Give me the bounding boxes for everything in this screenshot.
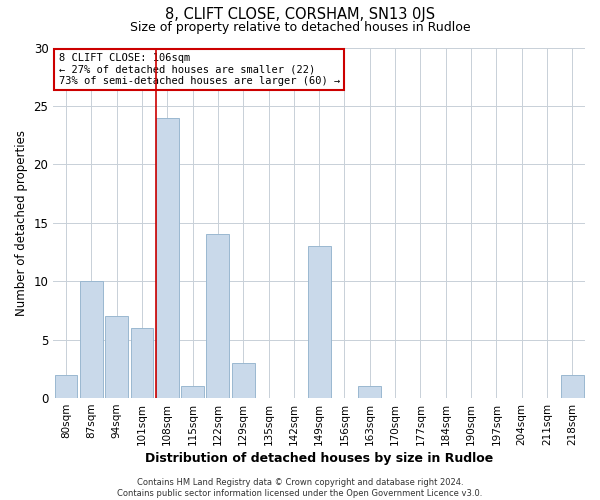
X-axis label: Distribution of detached houses by size in Rudloe: Distribution of detached houses by size … <box>145 452 493 465</box>
Text: 8 CLIFT CLOSE: 106sqm
← 27% of detached houses are smaller (22)
73% of semi-deta: 8 CLIFT CLOSE: 106sqm ← 27% of detached … <box>59 53 340 86</box>
Bar <box>206 234 229 398</box>
Y-axis label: Number of detached properties: Number of detached properties <box>15 130 28 316</box>
Bar <box>80 281 103 398</box>
Bar <box>358 386 381 398</box>
Bar <box>232 363 254 398</box>
Bar <box>181 386 204 398</box>
Bar <box>156 118 179 398</box>
Text: Size of property relative to detached houses in Rudloe: Size of property relative to detached ho… <box>130 21 470 34</box>
Text: 8, CLIFT CLOSE, CORSHAM, SN13 0JS: 8, CLIFT CLOSE, CORSHAM, SN13 0JS <box>165 8 435 22</box>
Bar <box>131 328 154 398</box>
Text: Contains HM Land Registry data © Crown copyright and database right 2024.
Contai: Contains HM Land Registry data © Crown c… <box>118 478 482 498</box>
Bar <box>308 246 331 398</box>
Bar <box>105 316 128 398</box>
Bar <box>561 374 584 398</box>
Bar <box>55 374 77 398</box>
